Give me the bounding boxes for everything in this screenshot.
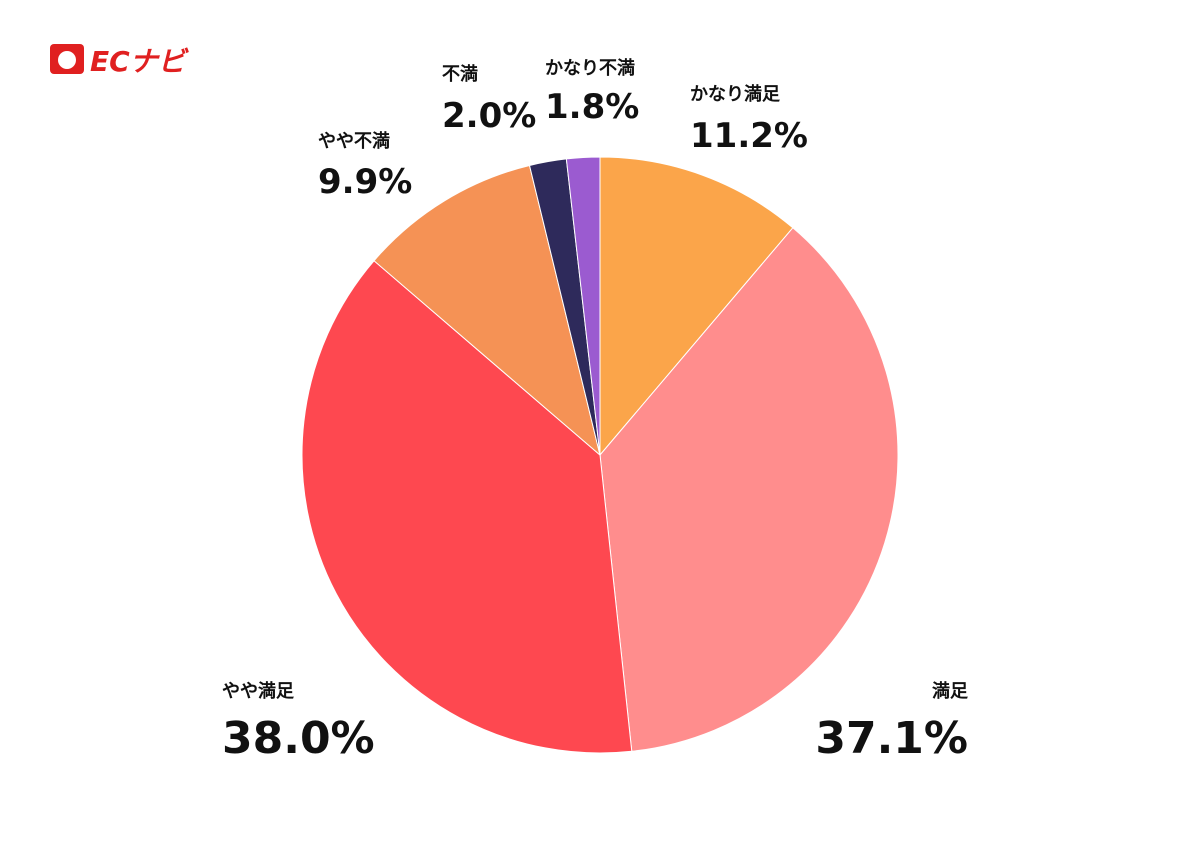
pie-slice [599,156,794,457]
value-label: 1.8% [545,87,639,127]
pie-slice [599,227,899,752]
value-label: 11.2% [690,116,808,156]
slice-label: かなり満足 [690,83,780,105]
pie-slice [301,260,633,754]
logo-text: ECナビ [90,45,190,78]
value-label: 2.0% [442,96,536,136]
value-label: 38.0% [222,713,375,764]
slice-label: かなり不満 [545,57,635,79]
pie-slice [565,156,601,456]
value-label: 9.9% [318,162,412,202]
slice-label: 満足 [932,680,968,702]
logo: ECナビ [50,44,190,78]
logo-face [58,51,76,69]
slice-label: やや不満 [318,130,390,152]
slice-label: 不満 [442,63,478,85]
slice-label: やや満足 [222,680,294,702]
value-label: 37.1% [815,713,968,764]
pie-slice [373,164,601,457]
